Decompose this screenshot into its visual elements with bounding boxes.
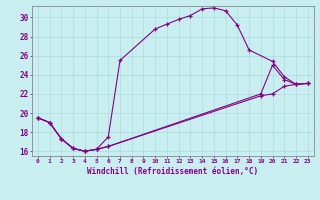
X-axis label: Windchill (Refroidissement éolien,°C): Windchill (Refroidissement éolien,°C)	[87, 167, 258, 176]
